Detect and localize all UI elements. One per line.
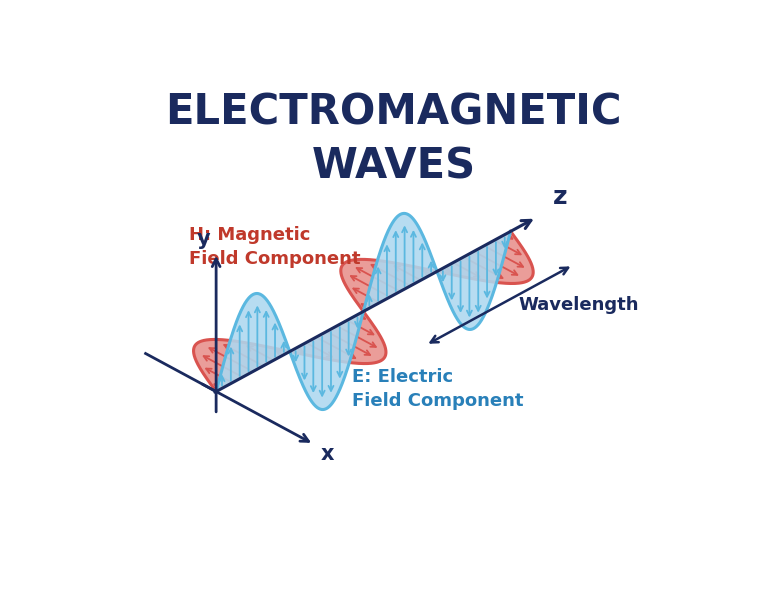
Text: E: Electric
Field Component: E: Electric Field Component: [352, 368, 523, 410]
Text: x: x: [320, 443, 334, 464]
Polygon shape: [341, 259, 437, 311]
Polygon shape: [290, 311, 363, 410]
Text: H: Magnetic
Field Component: H: Magnetic Field Component: [189, 226, 360, 268]
Text: Wavelength: Wavelength: [518, 296, 639, 314]
Polygon shape: [437, 232, 533, 283]
Polygon shape: [194, 340, 290, 392]
Text: y: y: [197, 229, 210, 249]
Text: WAVES: WAVES: [312, 145, 475, 187]
Text: ELECTROMAGNETIC: ELECTROMAGNETIC: [165, 91, 622, 133]
Polygon shape: [290, 311, 386, 364]
Text: z: z: [553, 185, 568, 209]
Polygon shape: [437, 232, 511, 329]
Polygon shape: [363, 214, 437, 311]
Polygon shape: [216, 293, 290, 392]
